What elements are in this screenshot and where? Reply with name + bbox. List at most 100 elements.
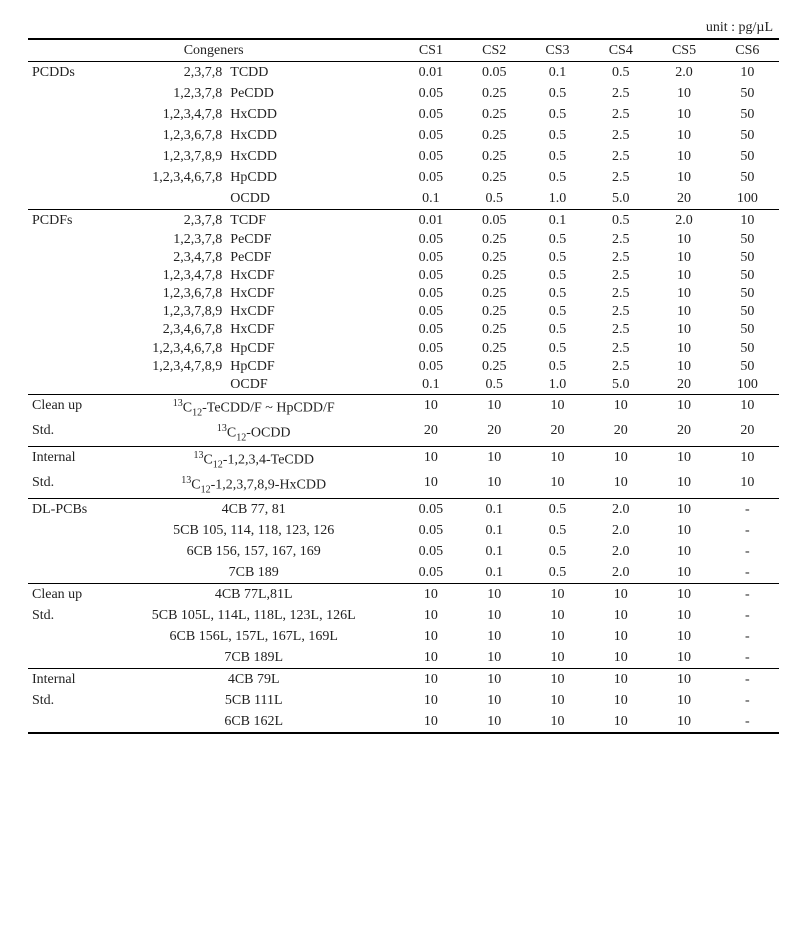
table-row: OCDF0.10.51.05.020100 xyxy=(28,376,779,395)
table-row: 1,2,3,4,7,8HxCDD0.050.250.52.51050 xyxy=(28,104,779,125)
table-cell: 20 xyxy=(652,420,715,446)
table-cell: 20 xyxy=(589,420,652,446)
table-cell: 10 xyxy=(652,146,715,167)
table-cell: 0.25 xyxy=(463,358,526,376)
table-cell: 10 xyxy=(652,472,715,498)
table-cell: - xyxy=(716,690,779,711)
table-row: 7CB 1890.050.10.52.010- xyxy=(28,562,779,584)
table-cell: 2.5 xyxy=(589,303,652,321)
table-cell: 50 xyxy=(716,303,779,321)
table-cell: 2.5 xyxy=(589,104,652,125)
table-cell: 2.0 xyxy=(652,62,715,84)
group-cell: DL-PCBs xyxy=(28,498,108,520)
group-cell xyxy=(28,711,108,733)
col-cs6: CS6 xyxy=(716,39,779,62)
table-cell: 10 xyxy=(652,626,715,647)
name-cell: HxCDD xyxy=(226,104,399,125)
group-cell xyxy=(28,626,108,647)
name-cell: HxCDF xyxy=(226,303,399,321)
name-cell: 5CB 111L xyxy=(108,690,399,711)
position-cell: 1,2,3,7,8,9 xyxy=(108,303,226,321)
congener-table: Congeners CS1 CS2 CS3 CS4 CS5 CS6 PCDDs2… xyxy=(28,38,779,734)
table-cell: 50 xyxy=(716,83,779,104)
position-cell xyxy=(108,376,226,395)
table-row: Std.13C12-1,2,3,7,8,9-HxCDD101010101010 xyxy=(28,472,779,498)
table-row: 1,2,3,7,8PeCDF0.050.250.52.51050 xyxy=(28,231,779,249)
table-cell: 0.05 xyxy=(399,267,462,285)
group-cell: Std. xyxy=(28,472,108,498)
table-cell: 50 xyxy=(716,125,779,146)
table-cell: 10 xyxy=(652,520,715,541)
table-row: 5CB 105, 114, 118, 123, 1260.050.10.52.0… xyxy=(28,520,779,541)
col-cs3: CS3 xyxy=(526,39,589,62)
table-cell: 0.05 xyxy=(399,83,462,104)
table-cell: 10 xyxy=(463,583,526,605)
table-cell: 0.5 xyxy=(526,562,589,584)
table-cell: 5.0 xyxy=(589,188,652,210)
table-cell: 2.5 xyxy=(589,340,652,358)
table-row: Std.5CB 111L1010101010- xyxy=(28,690,779,711)
table-cell: 0.5 xyxy=(526,285,589,303)
table-cell: 50 xyxy=(716,231,779,249)
table-cell: - xyxy=(716,562,779,584)
table-cell: 0.05 xyxy=(399,358,462,376)
group-cell xyxy=(28,231,108,249)
group-cell xyxy=(28,303,108,321)
group-cell xyxy=(28,376,108,395)
group-cell xyxy=(28,249,108,267)
name-cell: PeCDD xyxy=(226,83,399,104)
table-cell: 1.0 xyxy=(526,376,589,395)
group-cell xyxy=(28,321,108,339)
table-cell: 0.25 xyxy=(463,167,526,188)
table-row: OCDD0.10.51.05.020100 xyxy=(28,188,779,210)
table-cell: 0.5 xyxy=(526,146,589,167)
table-cell: - xyxy=(716,647,779,669)
table-cell: 10 xyxy=(652,668,715,690)
table-cell: 0.25 xyxy=(463,340,526,358)
table-cell: 0.5 xyxy=(589,62,652,84)
table-cell: 0.1 xyxy=(463,520,526,541)
table-cell: 0.05 xyxy=(399,231,462,249)
table-cell: 2.5 xyxy=(589,285,652,303)
table-cell: 10 xyxy=(399,605,462,626)
table-cell: 0.25 xyxy=(463,104,526,125)
table-row: Clean up13C12-TeCDD/F ~ HpCDD/F101010101… xyxy=(28,394,779,420)
name-cell: 4CB 79L xyxy=(108,668,399,690)
table-cell: - xyxy=(716,498,779,520)
table-cell: 10 xyxy=(589,605,652,626)
position-cell: 2,3,7,8 xyxy=(108,62,226,84)
table-cell: 50 xyxy=(716,285,779,303)
table-cell: 0.25 xyxy=(463,249,526,267)
position-cell: 1,2,3,7,8 xyxy=(108,83,226,104)
table-cell: 0.5 xyxy=(526,303,589,321)
table-cell: - xyxy=(716,520,779,541)
group-cell xyxy=(28,520,108,541)
name-cell: 6CB 162L xyxy=(108,711,399,733)
table-cell: 10 xyxy=(463,472,526,498)
position-cell: 1,2,3,7,8 xyxy=(108,231,226,249)
table-cell: 10 xyxy=(399,583,462,605)
table-cell: 0.5 xyxy=(526,340,589,358)
table-cell: 10 xyxy=(526,472,589,498)
table-row: 7CB 189L1010101010- xyxy=(28,647,779,669)
group-cell xyxy=(28,146,108,167)
table-cell: 2.0 xyxy=(589,520,652,541)
table-cell: 0.25 xyxy=(463,321,526,339)
table-cell: 10 xyxy=(652,647,715,669)
table-cell: 0.5 xyxy=(526,358,589,376)
table-cell: 0.05 xyxy=(399,125,462,146)
table-cell: 10 xyxy=(716,62,779,84)
position-cell xyxy=(108,188,226,210)
table-cell: 0.5 xyxy=(526,249,589,267)
position-cell: 2,3,4,6,7,8 xyxy=(108,321,226,339)
table-cell: 10 xyxy=(526,668,589,690)
table-cell: 0.1 xyxy=(463,562,526,584)
col-cs5: CS5 xyxy=(652,39,715,62)
table-cell: 10 xyxy=(399,647,462,669)
table-cell: 2.0 xyxy=(589,541,652,562)
table-cell: 0.25 xyxy=(463,285,526,303)
group-cell: Clean up xyxy=(28,394,108,420)
name-cell: HxCDF xyxy=(226,285,399,303)
table-cell: 50 xyxy=(716,104,779,125)
table-cell: 10 xyxy=(463,446,526,472)
